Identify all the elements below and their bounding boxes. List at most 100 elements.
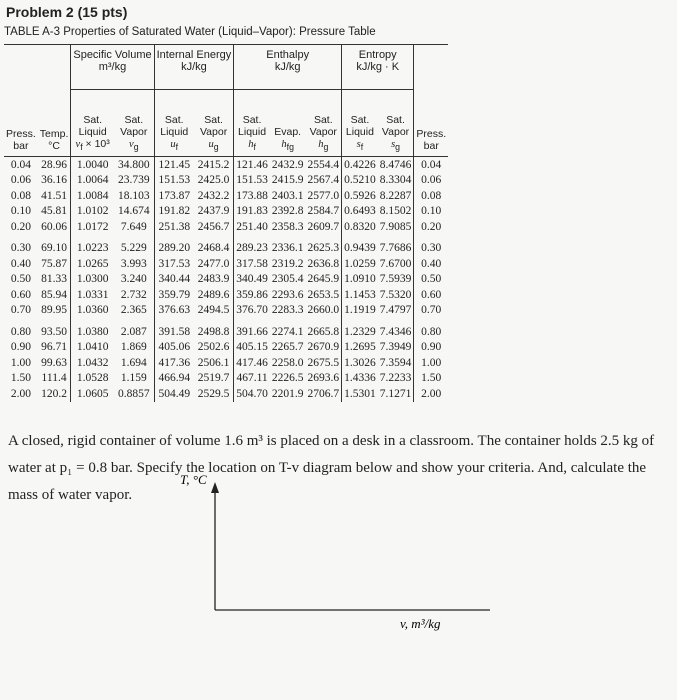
header-line: Sat. — [164, 113, 184, 126]
table-cell: 2201.9 — [271, 387, 304, 400]
table-cell: 2665.8 — [305, 324, 343, 340]
table-cell: 0.8857 — [113, 386, 155, 402]
table-row: 1.00 99.63 1.0432 1.694 417.36 2506.1 417.46 22… — [4, 355, 448, 371]
header-line: Sat. — [204, 113, 223, 126]
table-cell: 466.94 — [158, 372, 191, 385]
table-cell: 2293.6 — [271, 288, 304, 301]
table-cell: 0.06 — [421, 174, 442, 187]
table-cell: 1.50 — [421, 372, 442, 385]
table-cell: 0.60 — [10, 288, 31, 301]
table-cell: 2494.5 — [193, 302, 235, 318]
table-caption: TABLE A-3 Properties of Saturated Water … — [4, 26, 376, 38]
table-cell: 3.993 — [113, 256, 155, 272]
table-cell: 1.0102 — [76, 205, 109, 218]
table-cell: 121.46 — [236, 158, 268, 171]
group-unit: m³/kg — [98, 61, 127, 73]
table-row: 0.90 96.71 1.0410 1.869 405.06 2502.6 405.15 22… — [4, 339, 448, 355]
table-cell: 2392.8 — [271, 205, 304, 218]
table-cell: 173.87 — [158, 189, 191, 202]
symbol: u — [208, 138, 214, 150]
column-header: Sat. Liquid uf — [154, 89, 194, 157]
table-cell: 75.87 — [37, 256, 72, 272]
table-cell: 2425.0 — [193, 172, 235, 188]
gap-cell — [193, 234, 235, 241]
group-unit: kJ/kg · K — [356, 61, 400, 73]
header-line: Vapor — [381, 125, 410, 138]
table-cell: 0.9439 — [344, 242, 376, 255]
column-header: Evap. hfg — [269, 89, 306, 157]
t-axis-label: T, °C — [180, 472, 207, 487]
table-cell: 1.50 — [10, 372, 31, 385]
table-cell: 340.49 — [236, 273, 268, 286]
table-cell: 2456.7 — [193, 219, 235, 235]
table-cell: 1.0064 — [76, 174, 109, 187]
table-row: 1.50 111.4 1.0528 1.159 466.94 2519.7 467.11 22… — [4, 370, 448, 386]
table-cell: 1.00 — [10, 356, 31, 369]
table-cell: 2305.4 — [271, 273, 304, 286]
table-cell: 2675.5 — [305, 355, 343, 371]
group-header: Entropy kJ/kg · K — [341, 44, 415, 90]
table-cell: 14.674 — [113, 203, 155, 219]
table-row: 0.06 36.16 1.0064 23.739 151.53 2425.0 151.53 2… — [4, 172, 448, 188]
table-cell: 23.739 — [113, 172, 155, 188]
table-cell: 7.649 — [113, 219, 155, 235]
table-cell: 7.5320 — [377, 287, 415, 303]
table-cell: 2506.1 — [193, 355, 235, 371]
table-cell: 7.1271 — [377, 386, 415, 402]
table-cell: 8.2287 — [377, 188, 415, 204]
table-cell: 0.50 — [10, 273, 31, 286]
tv-diagram: T, °C v, m³/kg — [180, 472, 490, 631]
table-cell: 1.0360 — [76, 304, 109, 317]
table-cell: 8.3304 — [377, 172, 415, 188]
header-line: Vapor — [199, 125, 228, 138]
symbol: v — [129, 138, 134, 150]
gap-cell — [377, 234, 415, 241]
table-cell: 2636.8 — [305, 256, 343, 272]
table-cell: 7.3949 — [377, 339, 415, 355]
column-header: Sat. Liquid hf — [233, 89, 270, 157]
table-cell: 173.88 — [236, 189, 268, 202]
symbol-subscript: g — [323, 142, 329, 152]
table-cell: 2432.2 — [193, 188, 235, 204]
table-cell: 0.20 — [10, 220, 31, 233]
symbol: s — [356, 138, 361, 150]
group-unit: kJ/kg — [181, 61, 207, 73]
table-cell: 340.44 — [158, 273, 191, 286]
table-cell: 2502.6 — [193, 339, 235, 355]
header-symbol: ug — [196, 138, 231, 152]
header-line: Vapor — [309, 125, 337, 138]
table-cell: 2.732 — [113, 287, 155, 303]
symbol-subscript: f — [175, 142, 179, 152]
symbol-subscript: f — [360, 142, 364, 152]
group-header — [4, 44, 72, 90]
table-row: 0.40 75.87 1.0265 3.993 317.53 2477.0 317.58 23… — [4, 256, 448, 272]
table-cell: 0.4226 — [344, 158, 376, 171]
table-cell: 2336.1 — [271, 242, 304, 255]
header-line: Temp. — [39, 128, 69, 140]
table-cell: 89.95 — [37, 302, 72, 318]
header-line: Sat. — [350, 113, 370, 126]
table-row: 0.70 89.95 1.0360 2.365 376.63 2494.5 376.70 22… — [4, 302, 448, 318]
table-cell: 1.0331 — [76, 288, 109, 301]
table-cell: 2258.0 — [271, 356, 304, 369]
table-cell: 2609.7 — [305, 219, 343, 235]
table-cell: 0.50 — [421, 273, 442, 286]
symbol: u — [170, 138, 176, 150]
table-cell: 1.0528 — [76, 372, 109, 385]
column-header: Press. bar — [4, 89, 38, 157]
table-cell: 2.087 — [113, 324, 155, 340]
table-cell: 251.38 — [158, 220, 191, 233]
table-cell: 7.4346 — [377, 324, 415, 340]
problem-text: A closed, rigid container of volume 1.6 … — [8, 433, 655, 503]
symbol-subscript: f — [253, 142, 256, 152]
table-cell: 1.0172 — [76, 220, 109, 233]
gap-cell — [377, 318, 415, 324]
table-cell: 69.10 — [37, 240, 72, 256]
table-row: 0.08 41.51 1.0084 18.103 173.87 2432.2 173.88 2… — [4, 188, 448, 204]
table-cell: 317.53 — [158, 257, 191, 270]
table-cell: 2283.3 — [271, 304, 304, 317]
table-cell: 376.63 — [158, 304, 191, 317]
t-axis-arrow — [211, 482, 219, 493]
table-cell: 2567.4 — [305, 172, 343, 188]
